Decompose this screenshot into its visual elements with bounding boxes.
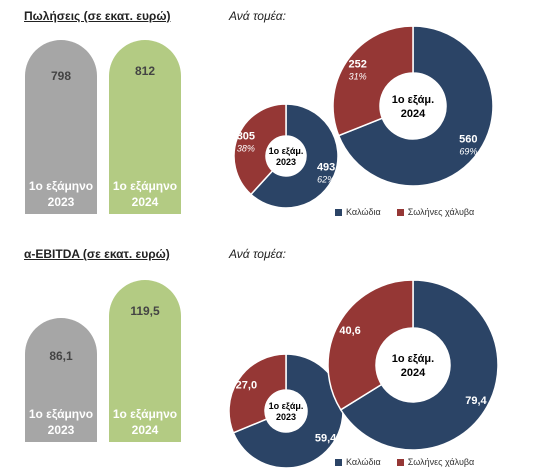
donut-0-pct-label: 38% — [237, 143, 255, 153]
sales-bar-2024-label: 1ο εξάμηνο 2024 — [109, 178, 181, 210]
donut-1-value-label: 252 — [348, 58, 366, 70]
donut-1-slice-cables — [337, 25, 494, 187]
ebitda-bar-2023-value: 86,1 — [49, 349, 73, 363]
donut-1-center-label-line2: 2024 — [401, 108, 426, 120]
ebitda-bar-2024-value: 119,5 — [130, 304, 160, 318]
donut-3-value-label: 40,6 — [339, 325, 360, 337]
legend-label-pipes: Σωλήνες χάλυβα — [407, 457, 475, 467]
ebitda-by-sector-label: Ανά τομέα: — [229, 247, 286, 261]
sales-bar-2023-value: 798 — [50, 69, 72, 83]
legend-swatch-pipes — [396, 208, 404, 216]
donut-2-center-label-line2: 2023 — [276, 412, 296, 422]
donut-0-value-label: 305 — [237, 130, 255, 142]
ebitda-bar-2024: 119,5 1ο εξάμηνο 2024 — [109, 280, 181, 442]
donut-2-value-label: 27,0 — [236, 380, 257, 392]
donut-0-slice-pipes — [233, 103, 287, 196]
sales-bar-2024-label-line2: 2024 — [131, 195, 159, 209]
donut-3-center-label-line1: 1ο εξάμ. — [392, 353, 434, 365]
ebitda-bar-2023-label-line2: 2023 — [47, 423, 75, 437]
sales-by-sector-label: Ανά τομέα: — [229, 9, 286, 23]
sales-bar-2023-label-line2: 2023 — [47, 195, 75, 209]
donut-0-pct-label: 62% — [317, 175, 335, 185]
donut-1-pct-label: 31% — [349, 71, 367, 81]
donut-3-center-label-line2: 2024 — [401, 367, 426, 379]
donut-1-value-label: 560 — [459, 134, 477, 146]
ebitda-bar-2023-label: 1ο εξάμηνο 2023 — [25, 406, 97, 438]
donut-2-slice-pipes — [228, 353, 287, 434]
donut-3-value-label: 79,4 — [465, 395, 487, 407]
ebitda-bar-2024-label: 1ο εξάμηνο 2024 — [109, 406, 181, 438]
sales-bar-2024-label-line1: 1ο εξάμηνο — [112, 179, 178, 193]
donut-1-center-label-line1: 1ο εξάμ. — [392, 94, 434, 106]
legend-label-pipes: Σωλήνες χάλυβα — [407, 207, 475, 217]
donut-3-slice-pipes — [327, 279, 414, 411]
ebitda-bar-2023-label-line1: 1ο εξάμηνο — [28, 407, 94, 421]
legend-swatch-pipes — [396, 458, 404, 466]
sales-bar-2024: 812 1ο εξάμηνο 2024 — [109, 40, 181, 214]
sales-bar-2023-label-line1: 1ο εξάμηνο — [28, 179, 94, 193]
donut-3-slice-cables — [339, 279, 499, 451]
ebitda-title: α-EBITDA (σε εκατ. ευρώ) — [24, 247, 170, 261]
donut-0-center-label-line2: 2023 — [276, 157, 296, 167]
legend-swatch-cables — [335, 208, 342, 216]
sales-bar-2024-value: 812 — [134, 64, 156, 78]
donut-0-value-label: 493 — [317, 162, 335, 174]
ebitda-bar-2024-label-line1: 1ο εξάμηνο — [112, 407, 178, 421]
sales-title: Πωλήσεις (σε εκατ. ευρώ) — [24, 9, 171, 23]
sales-bar-2023-label: 1ο εξάμηνο 2023 — [25, 178, 97, 210]
ebitda-bar-2024-label-line2: 2024 — [131, 423, 159, 437]
ebitda-legend: Καλώδια Σωλήνες χάλυβα — [335, 457, 474, 467]
legend-label-cables: Καλώδια — [346, 457, 381, 467]
donut-1-pct-label: 69% — [459, 147, 477, 157]
donut-0-slice-cables — [249, 103, 339, 209]
sales-legend: Καλώδια Σωλήνες χάλυβα — [335, 207, 474, 217]
donut-1-slice-pipes — [332, 25, 414, 137]
legend-swatch-cables — [335, 458, 342, 466]
donut-2-center-label-line1: 1ο εξάμ. — [269, 401, 304, 411]
ebitda-bar-2023: 86,1 1ο εξάμηνο 2023 — [25, 318, 97, 442]
legend-label-cables: Καλώδια — [346, 207, 381, 217]
donut-2-value-label: 59,4 — [315, 432, 337, 444]
donut-0-center-label-line1: 1ο εξάμ. — [269, 146, 304, 156]
sales-bar-2023: 798 1ο εξάμηνο 2023 — [25, 40, 97, 214]
